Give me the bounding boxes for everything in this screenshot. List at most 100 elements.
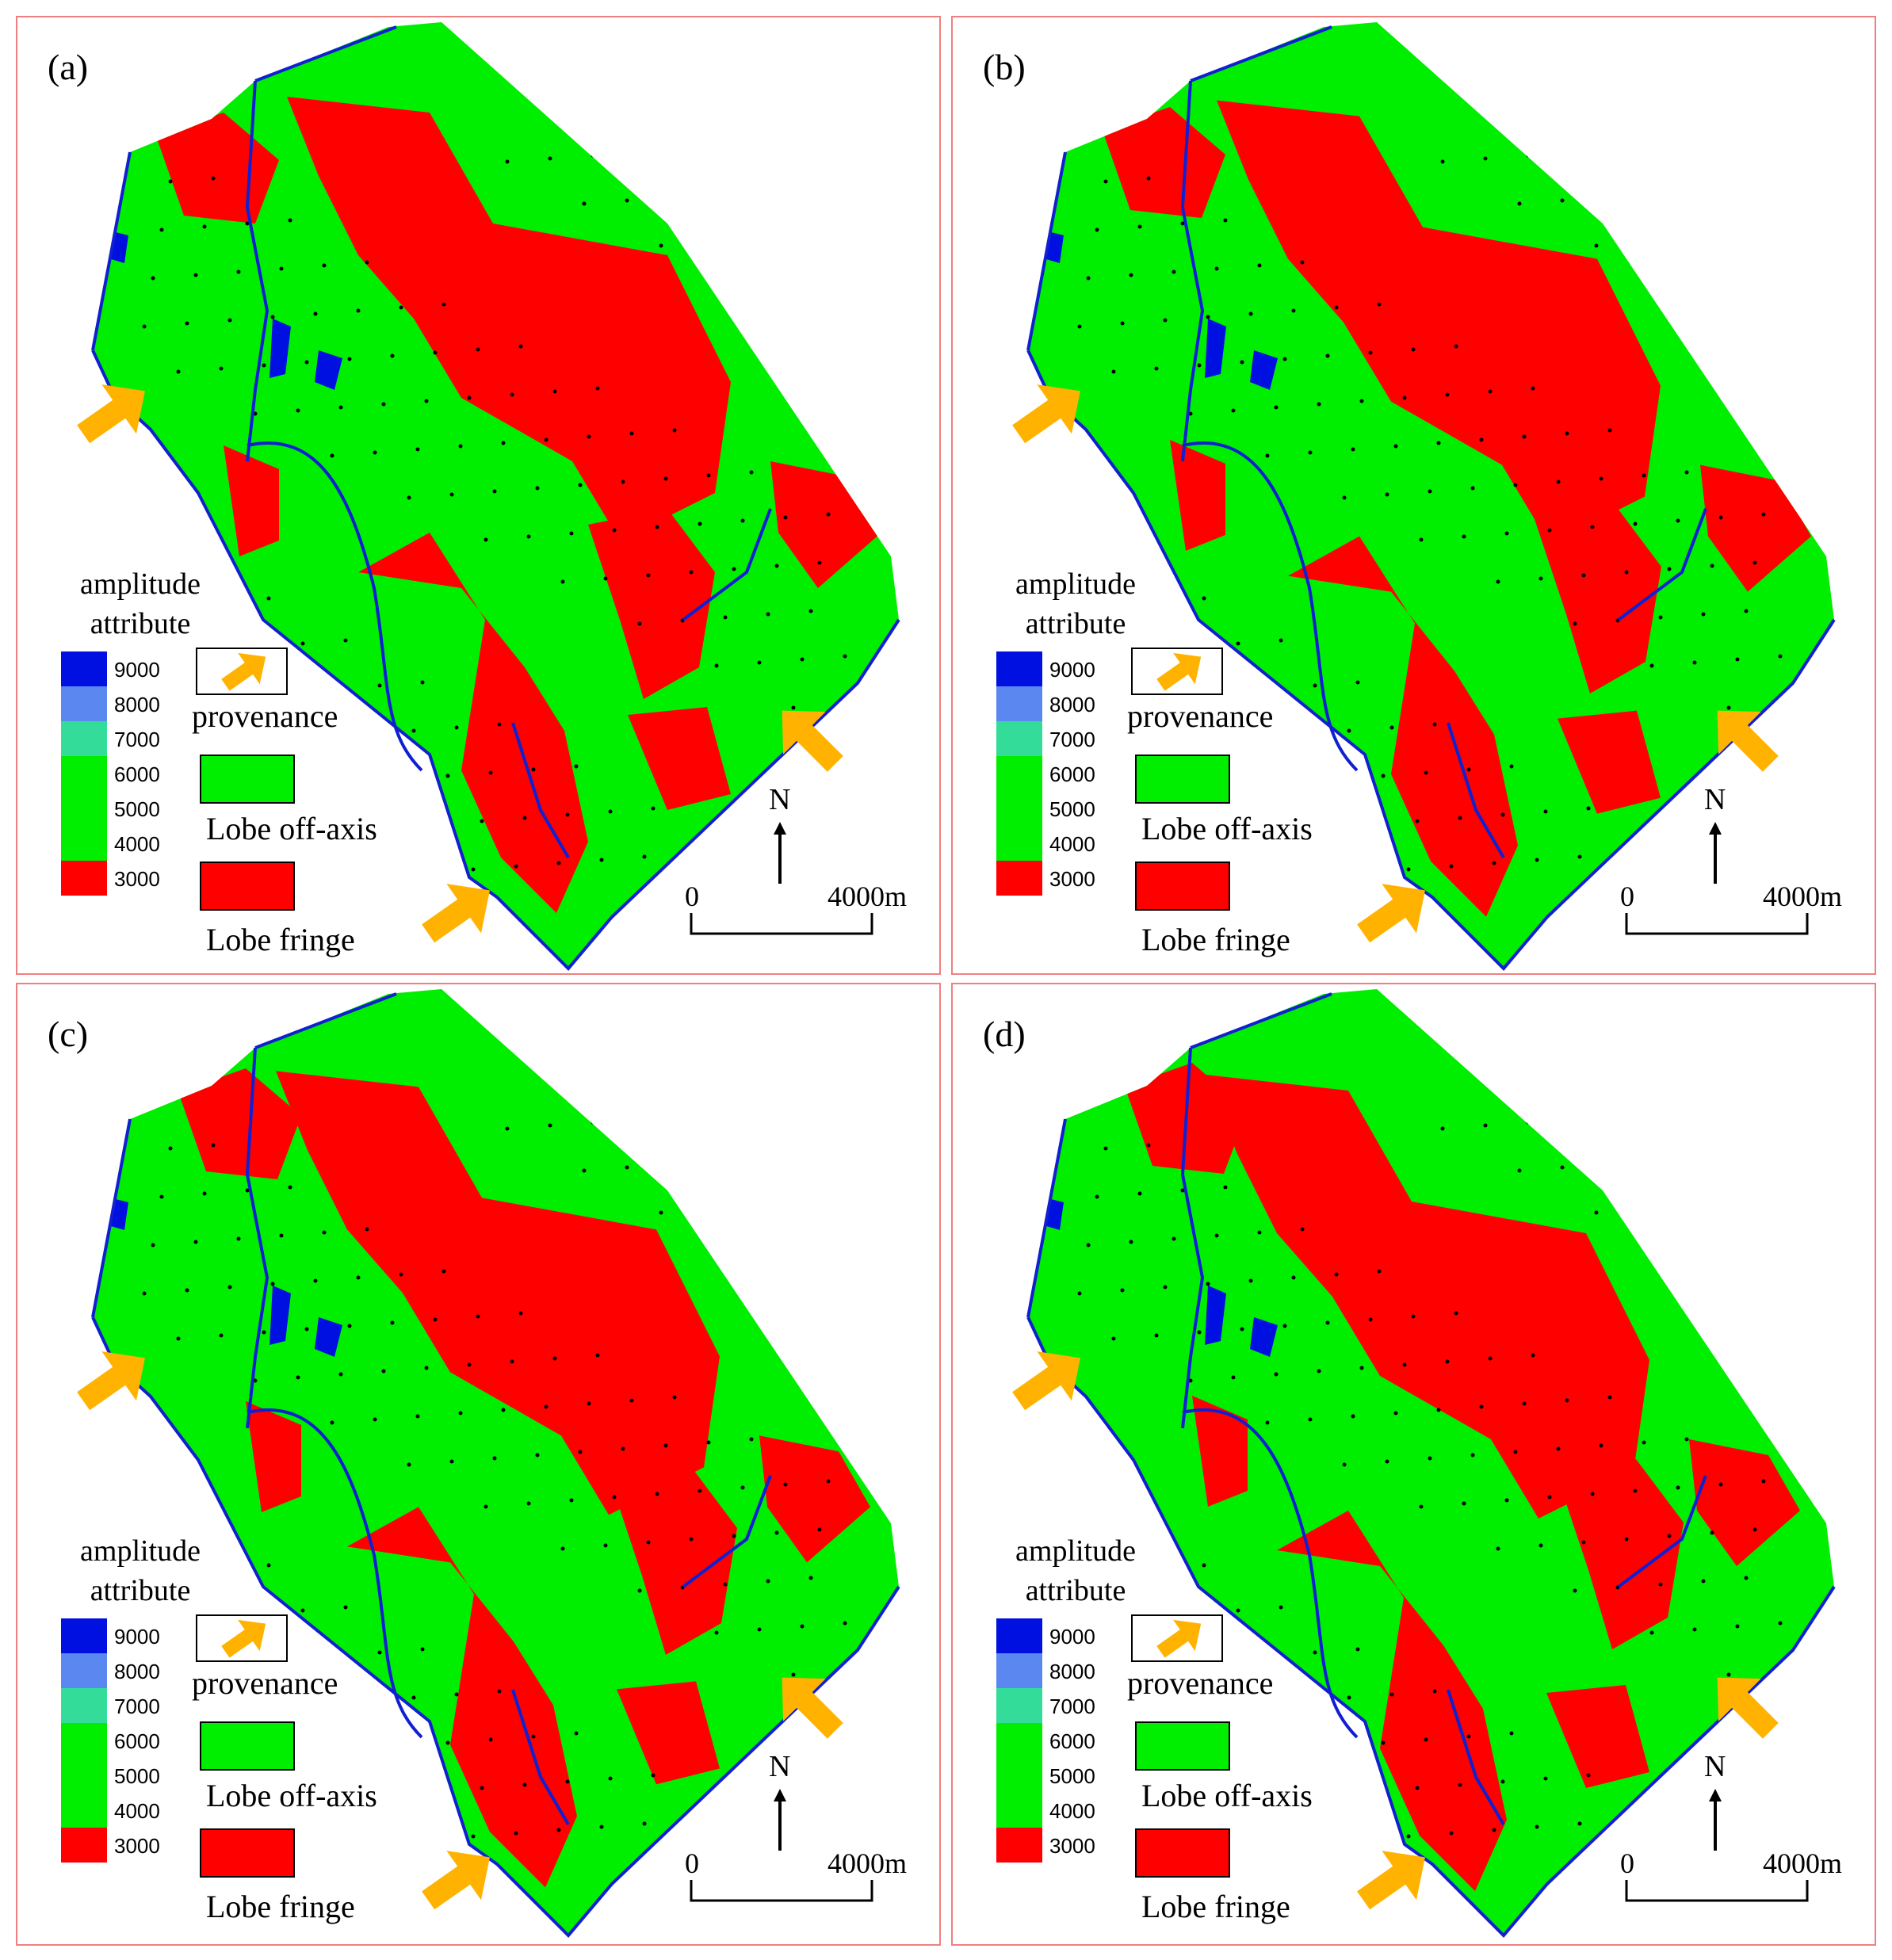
well-point <box>1295 1747 1300 1752</box>
north-arrow-icon <box>774 822 786 884</box>
legend-tick: 6000 <box>1049 762 1095 786</box>
well-point <box>365 1227 369 1232</box>
well-point <box>783 515 788 520</box>
well-point <box>633 1117 638 1121</box>
high-amplitude-area <box>269 1286 291 1345</box>
provenance-legend-box <box>1131 1614 1223 1662</box>
well-point <box>1726 1672 1731 1677</box>
well-point <box>1680 237 1684 242</box>
well-point <box>1714 282 1718 287</box>
panel-a: (a) amplitude attribute 9000 8000 7000 6000 500… <box>16 16 941 975</box>
well-point <box>839 1149 843 1154</box>
well-point <box>1496 1546 1500 1551</box>
well-point <box>1522 1401 1527 1406</box>
well-point <box>637 621 642 626</box>
well-point <box>1560 1165 1565 1170</box>
lobe-fringe-area <box>1558 710 1661 814</box>
well-point <box>211 1143 216 1148</box>
legend-swatch <box>61 1758 107 1793</box>
well-point <box>224 599 228 604</box>
well-point <box>1492 1828 1496 1832</box>
provenance-arrow-icon <box>1012 384 1080 444</box>
lobe-fringe-area <box>1535 503 1661 693</box>
well-point <box>381 1369 386 1374</box>
well-point <box>526 534 531 539</box>
well-point <box>612 1495 617 1500</box>
well-point <box>1731 1152 1736 1157</box>
lobe-fringe-area <box>617 1681 720 1785</box>
well-point <box>227 1285 232 1289</box>
well-point <box>1701 612 1706 617</box>
well-point <box>1569 150 1573 155</box>
fault-line <box>254 992 397 1049</box>
well-point <box>783 1482 788 1487</box>
well-point <box>1082 1524 1087 1529</box>
well-point <box>441 302 446 307</box>
well-point <box>437 822 441 827</box>
well-point <box>1274 1372 1279 1377</box>
well-point <box>766 612 770 617</box>
well-point <box>663 476 668 481</box>
well-point <box>1697 1107 1702 1112</box>
well-point <box>1424 770 1428 775</box>
well-point <box>236 1236 241 1241</box>
well-point <box>326 735 331 739</box>
legend-swatch <box>61 1653 107 1688</box>
well-point <box>488 1737 493 1742</box>
panel-c: (c) amplitude attribute 9000 8000 7000 6000 500… <box>16 983 941 1946</box>
well-point <box>1744 609 1749 613</box>
well-point <box>723 1582 728 1587</box>
legend-tick: 4000 <box>114 832 160 856</box>
well-point <box>701 240 706 245</box>
legend-label-fringe: Lobe fringe <box>1141 922 1290 957</box>
scale-start-label: 0 <box>1620 1847 1634 1879</box>
well-point <box>1479 437 1484 442</box>
well-point <box>701 1207 706 1212</box>
fault-line <box>1617 1475 1707 1588</box>
well-point <box>1428 489 1432 494</box>
well-point <box>1470 1453 1475 1458</box>
well-point <box>1103 1146 1108 1151</box>
well-point <box>522 1782 527 1787</box>
well-point <box>1099 699 1103 704</box>
legend-swatch <box>61 756 107 791</box>
well-point <box>1368 350 1373 355</box>
well-point <box>1560 198 1565 203</box>
lobe-fringe-area <box>246 1401 301 1512</box>
well-point <box>1710 564 1714 568</box>
well-point <box>270 315 275 319</box>
well-point <box>1359 399 1364 403</box>
well-point <box>1304 732 1309 736</box>
north-label: N <box>769 783 791 816</box>
well-point <box>723 615 728 620</box>
well-point <box>1172 269 1176 274</box>
high-amplitude-area <box>111 231 128 263</box>
well-point <box>1663 848 1668 853</box>
provenance-arrow-icon <box>422 1851 490 1910</box>
legend-tick: 8000 <box>114 1660 160 1683</box>
well-point <box>1535 1824 1539 1829</box>
well-point <box>1496 579 1500 584</box>
well-point <box>544 1404 548 1409</box>
well-point <box>1252 1750 1257 1755</box>
fault-line <box>1026 1316 1836 1938</box>
well-point <box>1385 492 1389 497</box>
well-point <box>1577 1821 1582 1826</box>
well-point <box>424 399 429 403</box>
well-point <box>787 234 792 239</box>
well-point <box>343 638 348 643</box>
well-point <box>424 1366 429 1370</box>
lobe-fringe-area <box>759 1435 870 1563</box>
well-point <box>1261 1702 1266 1706</box>
well-point <box>1099 1666 1103 1671</box>
well-point <box>1304 1698 1309 1703</box>
well-point <box>1415 1786 1420 1790</box>
well-point <box>1671 285 1676 290</box>
well-point <box>821 279 826 284</box>
well-point <box>667 1162 672 1167</box>
well-point <box>454 725 459 730</box>
well-point <box>1543 1776 1548 1781</box>
lobe-fringe-area <box>1103 107 1225 218</box>
well-point <box>449 492 454 497</box>
well-point <box>227 318 232 323</box>
